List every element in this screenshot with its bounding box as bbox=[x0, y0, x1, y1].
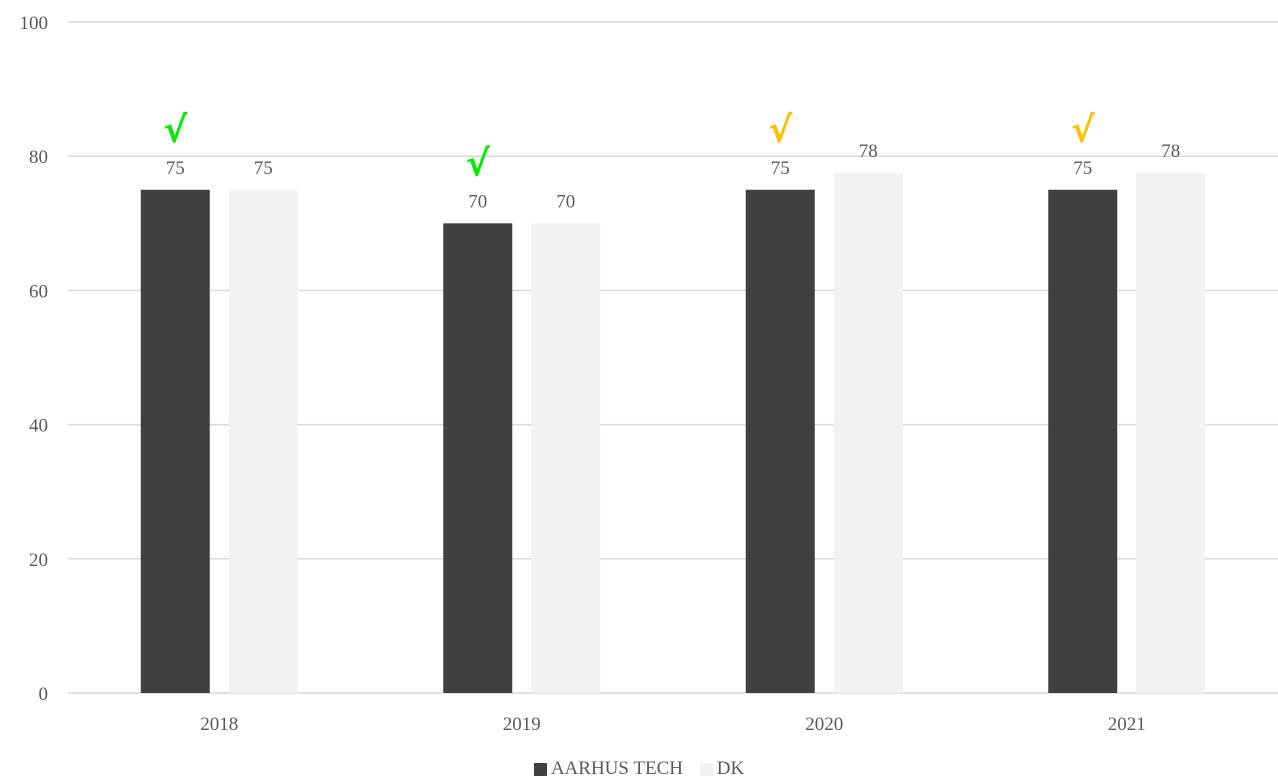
legend-label-dk: DK bbox=[716, 758, 745, 779]
legend-item-aarhus-tech[interactable]: AARHUS TECH bbox=[533, 758, 683, 780]
bar-dk-2021[interactable] bbox=[1136, 172, 1206, 694]
bar-aarhus-tech-2018[interactable] bbox=[140, 189, 210, 693]
bar-aarhus-tech-2020[interactable] bbox=[745, 189, 815, 693]
data-labels: 75 75 70 70 75 78 75 78 bbox=[166, 141, 1181, 212]
data-label: 75 bbox=[166, 158, 185, 179]
data-label: 70 bbox=[468, 191, 487, 212]
check-markers: √ √ √ √ bbox=[163, 110, 1096, 185]
y-tick-label: 20 bbox=[29, 550, 48, 571]
y-axis-ticks: 0 20 40 60 80 100 bbox=[20, 13, 49, 705]
legend-item-dk[interactable]: DK bbox=[699, 758, 745, 780]
y-tick-label: 60 bbox=[29, 281, 48, 302]
bars bbox=[140, 172, 1206, 694]
bar-dk-2020[interactable] bbox=[833, 172, 903, 694]
legend-swatch-aarhus-tech bbox=[533, 762, 547, 776]
x-axis-ticks: 2018 2019 2020 2021 bbox=[200, 714, 1146, 735]
legend-swatch-dk bbox=[699, 762, 713, 776]
x-tick-label: 2018 bbox=[200, 714, 238, 735]
data-label: 75 bbox=[1073, 158, 1092, 179]
data-label: 75 bbox=[771, 158, 790, 179]
y-tick-label: 0 bbox=[39, 684, 49, 705]
x-tick-label: 2020 bbox=[805, 714, 843, 735]
y-tick-label: 40 bbox=[29, 416, 48, 437]
data-label: 78 bbox=[1161, 141, 1180, 162]
bar-dk-2019[interactable] bbox=[531, 223, 601, 694]
y-tick-label: 100 bbox=[20, 13, 49, 34]
bar-aarhus-tech-2019[interactable] bbox=[443, 223, 513, 694]
check-marker: √ bbox=[768, 110, 793, 151]
data-label: 78 bbox=[859, 141, 878, 162]
y-tick-label: 80 bbox=[29, 147, 48, 168]
data-label: 75 bbox=[254, 158, 273, 179]
legend: AARHUS TECH DK bbox=[0, 758, 1278, 782]
x-tick-label: 2021 bbox=[1108, 714, 1146, 735]
bar-aarhus-tech-2021[interactable] bbox=[1048, 189, 1118, 693]
check-marker: √ bbox=[1071, 110, 1096, 151]
check-marker: √ bbox=[466, 143, 491, 184]
x-tick-label: 2019 bbox=[503, 714, 541, 735]
data-label: 70 bbox=[556, 191, 575, 212]
legend-label-aarhus-tech: AARHUS TECH bbox=[550, 758, 683, 779]
bar-dk-2018[interactable] bbox=[228, 189, 298, 693]
check-marker: √ bbox=[163, 110, 188, 151]
